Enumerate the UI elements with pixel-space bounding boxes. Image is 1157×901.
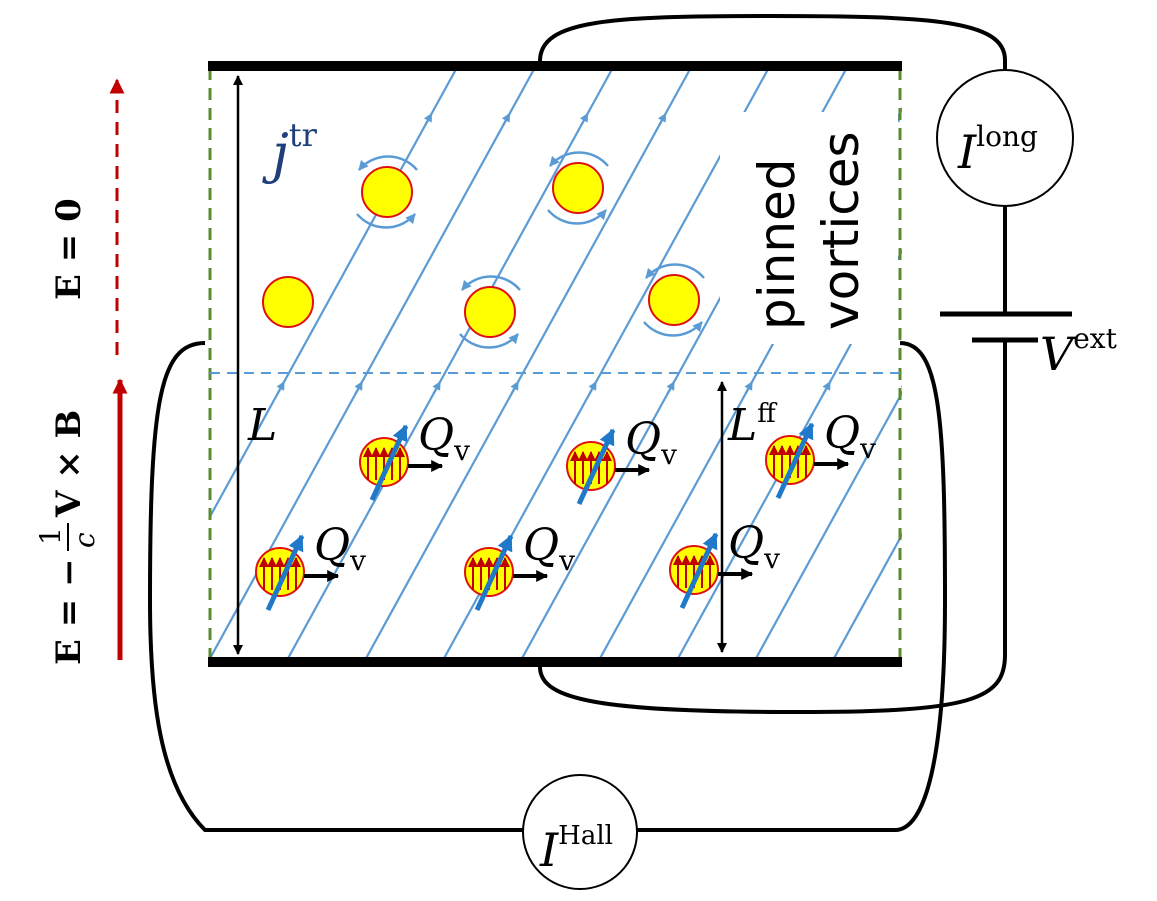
heat-current-label: Qv bbox=[314, 520, 366, 577]
streamline bbox=[210, 66, 459, 519]
streamline-arrow bbox=[501, 112, 511, 127]
zero-field-label: E = 0 bbox=[49, 198, 89, 300]
streamline-arrow bbox=[276, 381, 286, 395]
streamline-arrow bbox=[354, 381, 364, 395]
pinned-vortex bbox=[547, 151, 609, 225]
heat-current-label: Qv bbox=[728, 518, 780, 575]
streamline bbox=[1144, 66, 1157, 662]
moving-vortex bbox=[765, 422, 850, 500]
streamline-arrow bbox=[1058, 382, 1065, 394]
streamline bbox=[831, 532, 902, 662]
streamline-arrow bbox=[744, 381, 754, 395]
streamline-arrow bbox=[579, 112, 589, 127]
moving-vortices bbox=[255, 422, 850, 612]
streamline-arrow bbox=[1127, 114, 1134, 126]
streamline-arrow bbox=[980, 382, 987, 394]
svg-text:E = −: E = − bbox=[49, 558, 89, 665]
svg-text:c: c bbox=[68, 532, 101, 548]
moving-vortex bbox=[464, 534, 549, 612]
streamline-arrow bbox=[666, 381, 676, 395]
streamline-arrow bbox=[510, 381, 520, 395]
pinned-vortices bbox=[262, 151, 705, 349]
moving-vortex bbox=[255, 534, 340, 612]
streamline-arrow bbox=[1136, 382, 1143, 394]
streamline-arrow bbox=[588, 381, 598, 395]
current-density-label: jtr bbox=[262, 116, 318, 185]
external-voltage-label: Vext bbox=[1040, 322, 1118, 381]
flow-field-label: E = − 1 c V × B bbox=[34, 410, 101, 665]
svg-text:1: 1 bbox=[34, 527, 67, 545]
bottom-electrode bbox=[208, 657, 902, 667]
streamline bbox=[1066, 66, 1157, 662]
pinned-label-background bbox=[720, 112, 898, 344]
pinned-vortex bbox=[356, 155, 418, 229]
heat-current-label: Qv bbox=[824, 408, 876, 465]
longitudinal-ammeter bbox=[936, 69, 1074, 207]
svg-text:V × B: V × B bbox=[49, 410, 89, 518]
streamline-arrow bbox=[423, 112, 433, 127]
top-electrode bbox=[208, 61, 902, 71]
hall-current-label: IHall bbox=[539, 821, 613, 877]
heat-current-labels: Qv Qv Qv Qv Qv Qv bbox=[314, 408, 876, 577]
longitudinal-current-label: Ilong bbox=[957, 120, 1038, 179]
moving-vortex bbox=[566, 428, 651, 506]
heat-current-label: Qv bbox=[523, 520, 575, 577]
streamline bbox=[675, 248, 902, 662]
pinned-vortices-label-2: vortices bbox=[812, 131, 870, 330]
streamline-arrow bbox=[900, 381, 902, 395]
pinned-vortex bbox=[459, 275, 521, 349]
streamline-arrow bbox=[657, 112, 667, 127]
hall-ammeter bbox=[522, 774, 638, 890]
pinned-vortex bbox=[262, 276, 314, 328]
pinned-vortex bbox=[643, 263, 705, 337]
moving-vortex bbox=[359, 424, 444, 502]
pinned-vortices-label: pinned bbox=[748, 158, 806, 330]
moving-vortex bbox=[669, 532, 754, 610]
streamline-arrow bbox=[822, 381, 832, 395]
streamline bbox=[363, 66, 693, 662]
length-label-Lff: Lff bbox=[727, 399, 778, 451]
heat-current-label: Qv bbox=[418, 410, 470, 467]
heat-current-label: Qv bbox=[625, 414, 677, 471]
length-label-L: L bbox=[247, 400, 277, 451]
streamline bbox=[753, 390, 902, 662]
circuit-wires bbox=[147, 13, 1007, 832]
streamline-arrow bbox=[432, 381, 442, 395]
